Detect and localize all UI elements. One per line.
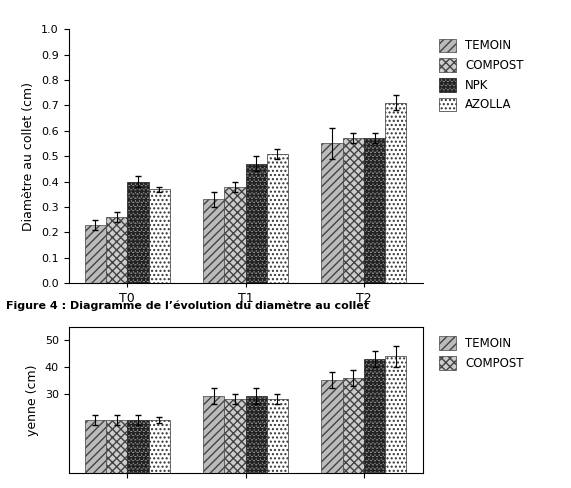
Bar	[106, 420, 127, 473]
Bar	[267, 154, 288, 283]
Bar	[85, 224, 106, 283]
Bar	[267, 399, 288, 473]
Text: Figure 4 : Diagramme de l’évolution du diamètre au collet: Figure 4 : Diagramme de l’évolution du d…	[6, 300, 369, 311]
Bar	[321, 143, 343, 283]
Bar	[343, 139, 364, 283]
Y-axis label: yenne (cm): yenne (cm)	[26, 365, 39, 436]
Legend: TEMOIN, COMPOST, NPK, AZOLLA: TEMOIN, COMPOST, NPK, AZOLLA	[436, 35, 527, 115]
Bar	[364, 139, 385, 283]
Bar	[364, 359, 385, 473]
Bar	[203, 396, 224, 473]
Bar	[385, 356, 407, 473]
Bar	[127, 182, 148, 283]
Bar	[148, 189, 170, 283]
Bar	[127, 420, 148, 473]
Bar	[343, 378, 364, 473]
Bar	[385, 103, 407, 283]
Bar	[224, 399, 246, 473]
Bar	[85, 420, 106, 473]
Bar	[148, 420, 170, 473]
Y-axis label: Diamètre au collet (cm): Diamètre au collet (cm)	[22, 81, 35, 231]
Bar	[106, 217, 127, 283]
Bar	[321, 380, 343, 473]
Bar	[224, 186, 246, 283]
Bar	[203, 199, 224, 283]
Legend: TEMOIN, COMPOST: TEMOIN, COMPOST	[436, 333, 527, 373]
Bar	[246, 396, 267, 473]
Bar	[246, 164, 267, 283]
